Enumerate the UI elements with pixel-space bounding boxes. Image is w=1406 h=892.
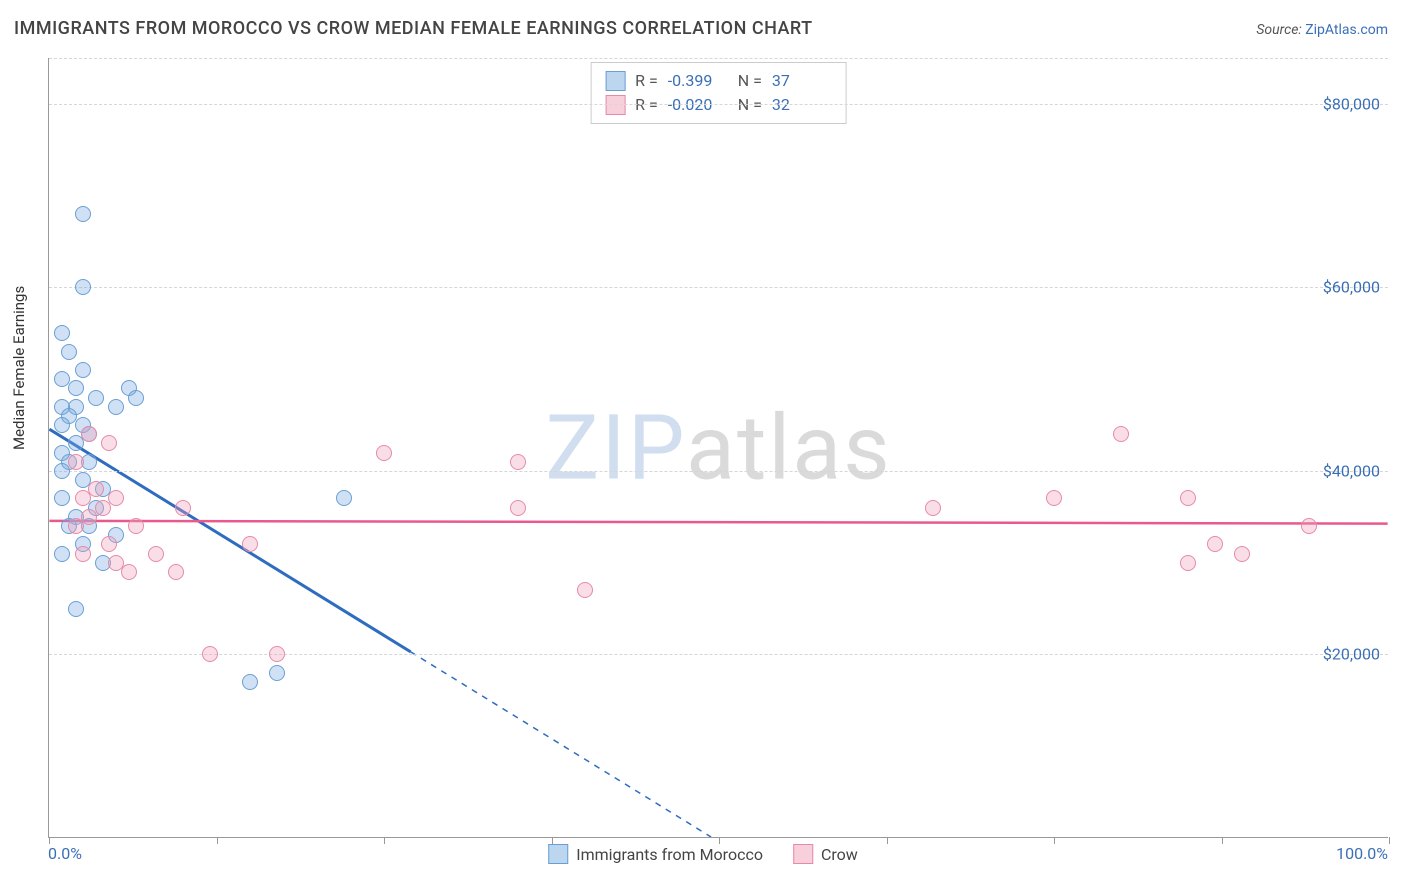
data-point [128, 518, 144, 534]
data-point [75, 279, 91, 295]
data-point [68, 518, 84, 534]
data-point [510, 454, 526, 470]
x-tick [1222, 837, 1223, 844]
data-point [101, 435, 117, 451]
legend-swatch [605, 71, 625, 91]
series-legend-item: Crow [793, 844, 858, 864]
data-point [75, 546, 91, 562]
data-point [1180, 490, 1196, 506]
x-tick [719, 837, 720, 844]
data-point [108, 399, 124, 415]
data-point [269, 665, 285, 681]
data-point [68, 601, 84, 617]
series-legend-item: Immigrants from Morocco [548, 844, 763, 864]
legend-r-value: -0.020 [668, 93, 728, 117]
data-point [61, 344, 77, 360]
x-tick [1054, 837, 1055, 844]
trend-line-dashed [411, 652, 711, 837]
x-axis-max-label: 100.0% [1336, 844, 1388, 863]
data-point [510, 500, 526, 516]
data-point [121, 564, 137, 580]
series-name: Immigrants from Morocco [576, 845, 763, 864]
data-point [75, 206, 91, 222]
legend-swatch [548, 844, 568, 864]
data-point [925, 500, 941, 516]
data-point [128, 390, 144, 406]
data-point [1234, 546, 1250, 562]
watermark-atlas: atlas [686, 395, 892, 500]
legend-n-value: 32 [772, 93, 832, 117]
source-attribution: Source: ZipAtlas.com [1256, 22, 1388, 38]
data-point [75, 362, 91, 378]
legend-swatch [793, 844, 813, 864]
data-point [101, 536, 117, 552]
data-point [88, 481, 104, 497]
y-tick-label: $60,000 [1323, 278, 1380, 297]
gridline-h [49, 654, 1388, 655]
series-legend: Immigrants from Morocco Crow [548, 844, 858, 864]
data-point [108, 490, 124, 506]
source-label: Source: [1256, 22, 1305, 38]
x-tick [552, 837, 553, 844]
legend-r-value: -0.399 [668, 69, 728, 93]
data-point [81, 509, 97, 525]
chart-title: IMMIGRANTS FROM MOROCCO VS CROW MEDIAN F… [14, 18, 813, 39]
data-point [75, 490, 91, 506]
data-point [54, 325, 70, 341]
trend-lines-svg [49, 58, 1388, 837]
data-point [1301, 518, 1317, 534]
data-point [54, 546, 70, 562]
gridline-h [49, 104, 1388, 105]
legend-row: R = -0.020 N = 32 [605, 93, 832, 117]
x-tick [887, 837, 888, 844]
data-point [168, 564, 184, 580]
watermark-zip: ZIP [545, 395, 686, 500]
y-axis-label: Median Female Earnings [10, 286, 28, 450]
data-point [68, 454, 84, 470]
data-point [577, 582, 593, 598]
x-tick [1389, 837, 1390, 844]
gridline-h [49, 58, 1388, 59]
gridline-h [49, 471, 1388, 472]
data-point [269, 646, 285, 662]
source-link[interactable]: ZipAtlas.com [1305, 22, 1388, 38]
data-point [68, 380, 84, 396]
legend-row: R = -0.399 N = 37 [605, 69, 832, 93]
watermark: ZIPatlas [545, 395, 891, 500]
data-point [54, 490, 70, 506]
data-point [95, 500, 111, 516]
data-point [54, 417, 70, 433]
y-tick-label: $20,000 [1323, 645, 1380, 664]
data-point [1046, 490, 1062, 506]
x-tick [49, 837, 50, 844]
correlation-legend: R = -0.399 N = 37 R = -0.020 N = 32 [590, 62, 847, 124]
x-tick [217, 837, 218, 844]
chart-plot-area: ZIPatlas R = -0.399 N = 37 R = -0.020 N = 32 $2… [48, 58, 1388, 838]
data-point [202, 646, 218, 662]
series-name: Crow [821, 845, 858, 864]
data-point [1180, 555, 1196, 571]
y-tick-label: $80,000 [1323, 94, 1380, 113]
trend-line [49, 521, 1387, 524]
data-point [376, 445, 392, 461]
data-point [336, 490, 352, 506]
x-tick [384, 837, 385, 844]
data-point [242, 674, 258, 690]
data-point [242, 536, 258, 552]
legend-n-label: N = [738, 93, 762, 117]
x-axis-min-label: 0.0% [48, 844, 82, 863]
gridline-h [49, 287, 1388, 288]
legend-n-label: N = [738, 69, 762, 93]
data-point [1113, 426, 1129, 442]
data-point [81, 426, 97, 442]
legend-r-label: R = [635, 69, 658, 93]
legend-swatch [605, 95, 625, 115]
data-point [1207, 536, 1223, 552]
data-point [175, 500, 191, 516]
legend-r-label: R = [635, 93, 658, 117]
data-point [88, 390, 104, 406]
legend-n-value: 37 [772, 69, 832, 93]
data-point [148, 546, 164, 562]
y-tick-label: $40,000 [1323, 461, 1380, 480]
